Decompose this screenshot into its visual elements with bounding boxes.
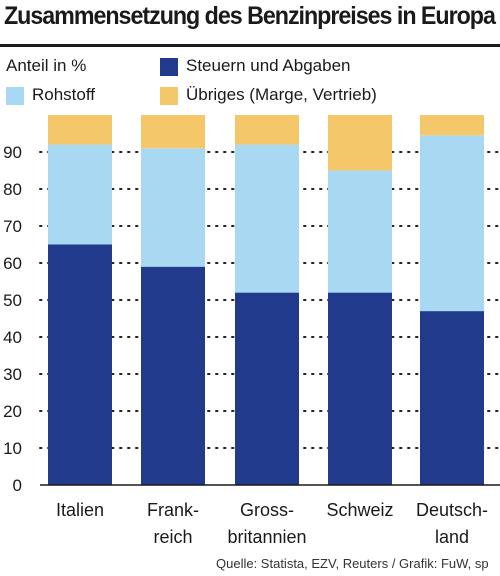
- bar-frankreich-series-2: [141, 115, 205, 149]
- y-tick-label-60: 60: [3, 254, 22, 273]
- y-tick-label-10: 10: [3, 439, 22, 458]
- y-tick-label-20: 20: [3, 402, 22, 421]
- y-tick-label-70: 70: [3, 217, 22, 236]
- bar-deutschland-series-1: [420, 135, 484, 312]
- x-category-label: Deutsch-: [416, 500, 488, 520]
- bar-schweiz-series-0: [328, 292, 392, 485]
- bar-grossbritannien-series-2: [235, 115, 299, 145]
- x-category-label: Schweiz: [326, 500, 393, 520]
- x-category-label: Frank-: [147, 500, 199, 520]
- title-rule: [0, 44, 500, 47]
- y-tick-label-50: 50: [3, 291, 22, 310]
- bar-italien-series-2: [48, 115, 112, 145]
- bar-grossbritannien-series-0: [235, 292, 299, 485]
- legend-swatch-rohstoff: [6, 87, 24, 105]
- y-tick-label-30: 30: [3, 365, 22, 384]
- legend-label-steuern: Steuern und Abgaben: [186, 56, 351, 75]
- x-category-label: reich: [153, 527, 192, 547]
- bar-frankreich-series-1: [141, 148, 205, 267]
- y-tick-label-0: 0: [13, 476, 22, 495]
- bar-deutschland-series-0: [420, 311, 484, 485]
- legend-swatch-steuern: [160, 58, 178, 76]
- x-category-label: Italien: [56, 500, 104, 520]
- x-category-label: britannien: [227, 527, 306, 547]
- y-tick-label-40: 40: [3, 328, 22, 347]
- y-tick-label-90: 90: [3, 143, 22, 162]
- y-tick-label-80: 80: [3, 180, 22, 199]
- bar-italien-series-0: [48, 244, 112, 485]
- legend-unit-label: Anteil in %: [6, 56, 87, 75]
- legend-swatch-uebriges: [160, 87, 178, 105]
- x-category-label: Gross-: [240, 500, 294, 520]
- legend-label-rohstoff: Rohstoff: [32, 85, 96, 104]
- bar-italien-series-1: [48, 144, 112, 245]
- bar-grossbritannien-series-1: [235, 144, 299, 293]
- bar-frankreich-series-0: [141, 266, 205, 485]
- source-note: Quelle: Statista, EZV, Reuters / Grafik:…: [216, 556, 489, 571]
- bar-deutschland-series-2: [420, 115, 484, 136]
- x-category-label: land: [435, 527, 469, 547]
- bar-schweiz-series-1: [328, 170, 392, 293]
- bar-schweiz-series-2: [328, 115, 392, 171]
- legend-label-uebriges: Übriges (Marge, Vertrieb): [186, 85, 377, 104]
- chart-title: Zusammensetzung des Benzinpreises in Eur…: [4, 2, 496, 30]
